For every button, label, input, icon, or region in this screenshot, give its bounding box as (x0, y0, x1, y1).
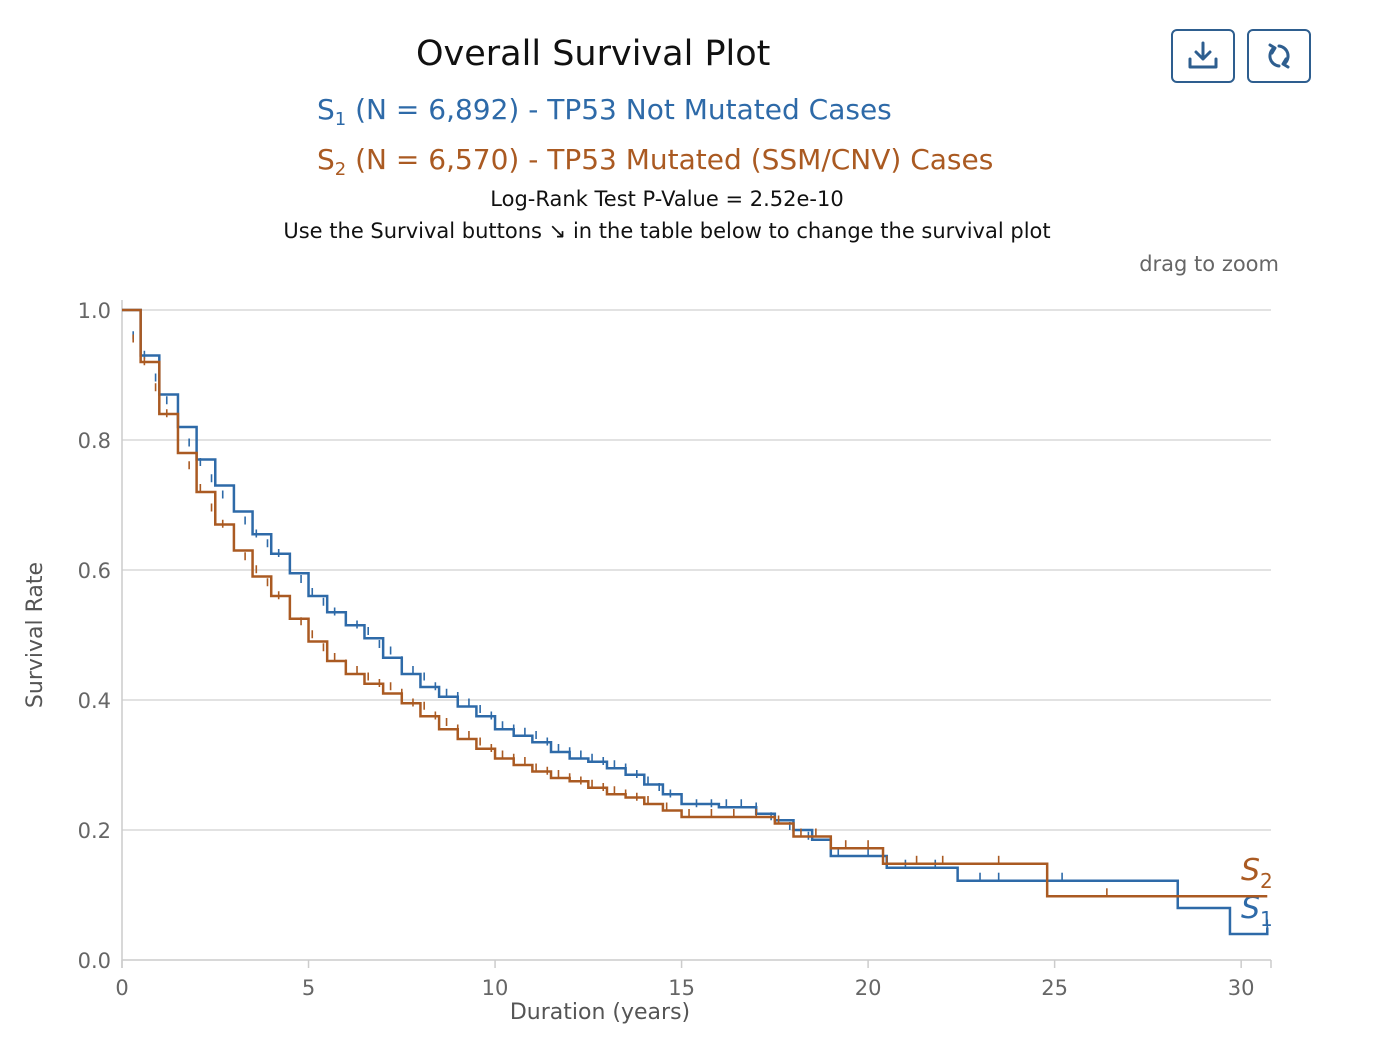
legend-s2-sub: 2 (334, 159, 347, 180)
x-tick-label: 10 (482, 976, 509, 1000)
pvalue-text: Log-Rank Test P-Value = 2.52e-10 (490, 187, 844, 211)
survival-arrow-icon: ↘ (548, 219, 567, 243)
y-tick-label: 1.0 (78, 299, 111, 323)
y-tick-label: 0.2 (78, 819, 111, 843)
hint-before: Use the Survival buttons (283, 219, 542, 243)
legend-s1-text: (N = 6,892) - TP53 Not Mutated Cases (346, 93, 892, 126)
legend-s2: S2 (N = 6,570) - TP53 Mutated (SSM/CNV) … (317, 143, 993, 180)
x-axis-title: Duration (years) (510, 1000, 690, 1025)
series-end-label-s1: S1 (1241, 891, 1273, 931)
end-label-sub: 1 (1260, 907, 1273, 931)
legend-s2-text: (N = 6,570) - TP53 Mutated (SSM/CNV) Cas… (346, 143, 994, 176)
x-tick-label: 25 (1041, 976, 1068, 1000)
y-axis-title: Survival Rate (23, 562, 48, 708)
y-tick-label: 0.6 (78, 559, 111, 583)
legend-s2-letter: S (317, 143, 335, 176)
y-tick-label: 0.0 (78, 949, 111, 973)
zoom-hint: drag to zoom (1139, 252, 1279, 276)
y-tick-label: 0.8 (78, 429, 111, 453)
hint-after: in the table below to change the surviva… (572, 219, 1051, 243)
reset-button[interactable] (1247, 29, 1311, 83)
series-line-s2 (122, 308, 1268, 898)
x-tick-label: 20 (855, 976, 882, 1000)
series-end-label-s2: S2 (1241, 853, 1273, 893)
legend-s1-letter: S (317, 93, 335, 126)
end-label-sub: 2 (1260, 869, 1273, 893)
series-line-s1 (122, 308, 1269, 936)
download-icon (1188, 41, 1218, 69)
x-tick-label: 5 (302, 976, 315, 1000)
reset-icon (1268, 43, 1290, 69)
x-tick-label: 0 (115, 976, 128, 1000)
y-tick-label: 0.4 (78, 689, 111, 713)
end-label-letter: S (1241, 891, 1260, 926)
survival-hint: Use the Survival buttons ↘ in the table … (0, 219, 1334, 243)
legend-s1-sub: 1 (334, 109, 347, 130)
x-tick-label: 15 (668, 976, 695, 1000)
end-label-letter: S (1241, 853, 1260, 888)
page-title: Overall Survival Plot (416, 34, 771, 74)
legend-s1: S1 (N = 6,892) - TP53 Not Mutated Cases (317, 93, 892, 130)
x-tick-label: 30 (1228, 976, 1255, 1000)
download-button[interactable] (1171, 29, 1235, 83)
